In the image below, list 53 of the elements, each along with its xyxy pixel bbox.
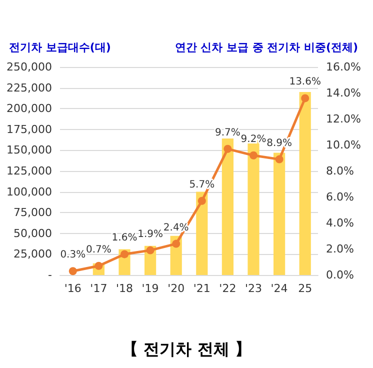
data-label: 13.6%	[289, 76, 321, 88]
data-label: 9.7%	[214, 127, 240, 138]
y2-tick-label: 6.0%	[326, 190, 354, 204]
point	[146, 246, 154, 254]
bar	[273, 152, 286, 275]
point	[120, 250, 128, 258]
x-tick-label: 25	[298, 282, 312, 295]
y-tick-label: 225,000	[6, 81, 52, 94]
y2-tick-label: 2.0%	[326, 242, 354, 256]
bar	[299, 92, 311, 275]
y2-tick-label: 12.0%	[326, 112, 361, 126]
point	[275, 155, 284, 164]
y-tick-label: 200,000	[6, 102, 52, 116]
y-tick-label: 150,000	[6, 144, 52, 157]
y2-tick-label: 4.0%	[326, 216, 354, 230]
x-tick-label: '19	[142, 282, 159, 295]
y-tick-label: 100,000	[6, 185, 52, 198]
data-label: 1.6%	[112, 232, 138, 244]
x-tick-label: '24	[270, 282, 288, 295]
y-tick-label: 125,000	[6, 164, 52, 178]
data-label: 0.3%	[60, 250, 86, 261]
y2-tick-label: 0.0%	[326, 268, 354, 282]
y-tick-label: 175,000	[6, 122, 52, 136]
y2-tick-label: 14.0%	[326, 86, 361, 100]
x-tick-label: '21	[193, 282, 210, 295]
y-axis-title: 전기차 보급대수(대)	[9, 41, 111, 54]
bar	[196, 192, 208, 275]
point	[198, 196, 206, 205]
y-tick-label: 25,000	[14, 248, 52, 261]
text: 【 전기차 전체 】	[122, 340, 251, 358]
y-tick-label: -	[48, 268, 52, 282]
data-label: 0.7%	[86, 244, 112, 256]
y-tick-label: 250,000	[6, 60, 52, 74]
data-label: 1.9%	[138, 228, 164, 240]
y2-axis-title: 연간 신차 보급 중 전기차 비중(전체)	[174, 41, 358, 54]
point	[301, 94, 310, 102]
point	[172, 240, 180, 248]
x-tick-label: '23	[244, 282, 262, 295]
y2-tick-label: 8.0%	[326, 164, 354, 178]
y2-tick-label: 10.0%	[326, 138, 361, 152]
point	[68, 267, 77, 276]
point	[250, 151, 258, 160]
y-tick-label: 50,000	[14, 226, 52, 240]
bar	[222, 138, 234, 275]
x-tick-label: '22	[219, 282, 236, 295]
x-tick-label: '18	[116, 282, 134, 295]
data-label: 9.2%	[240, 134, 266, 145]
x-tick-label: '20	[168, 282, 185, 295]
y2-tick-label: 16.0%	[326, 60, 361, 74]
x-tick-label: '16	[64, 282, 82, 295]
y-tick-label: 75,000	[14, 206, 52, 220]
x-tick-label: '17	[90, 282, 108, 295]
point	[224, 144, 232, 153]
